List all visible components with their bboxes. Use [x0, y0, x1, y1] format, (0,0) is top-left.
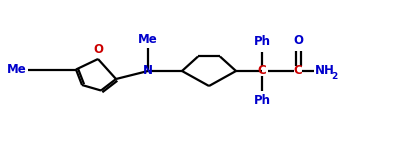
Text: N: N: [143, 64, 153, 78]
Text: Ph: Ph: [254, 35, 271, 48]
Text: Me: Me: [138, 34, 158, 47]
Text: 2: 2: [332, 72, 338, 81]
Text: Ph: Ph: [254, 94, 271, 107]
Text: O: O: [293, 34, 303, 47]
Text: Me: Me: [7, 63, 27, 76]
Text: O: O: [93, 44, 103, 57]
Text: NH: NH: [315, 64, 335, 78]
Text: C: C: [294, 64, 303, 78]
Text: C: C: [258, 64, 266, 78]
